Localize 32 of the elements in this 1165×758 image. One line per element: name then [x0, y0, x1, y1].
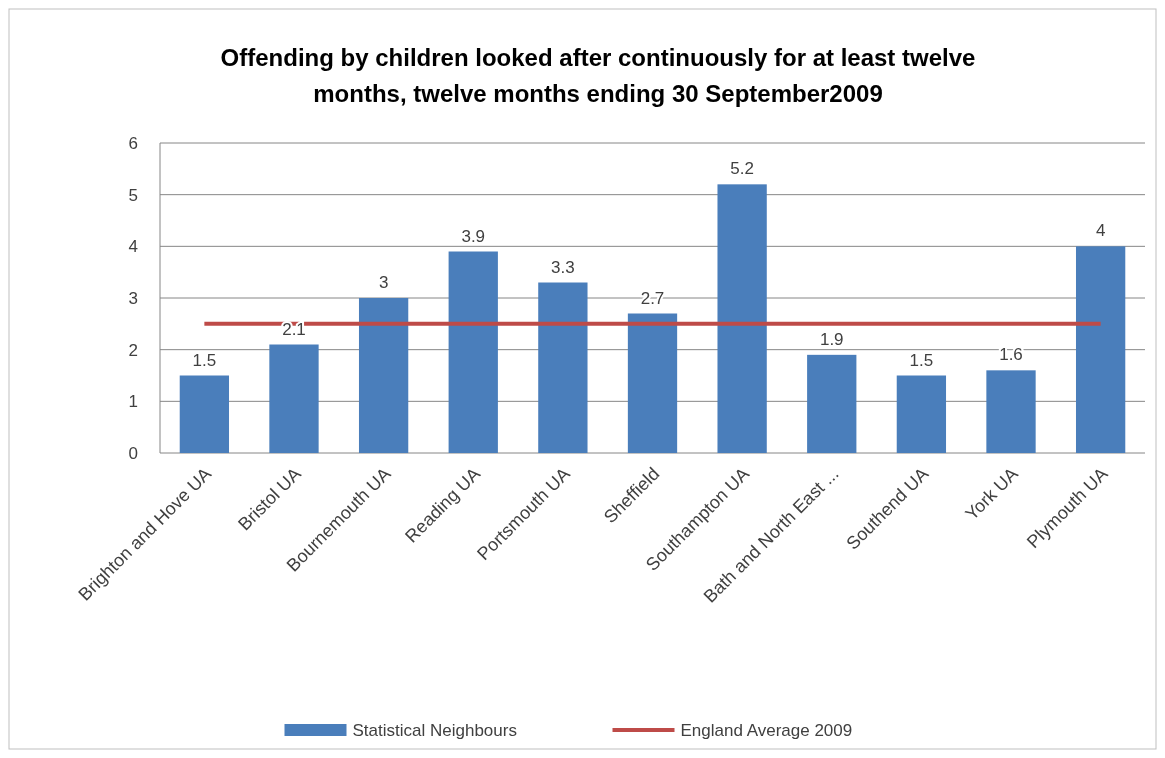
bar — [1075, 246, 1126, 453]
y-tick-label: 4 — [128, 237, 138, 257]
data-label: 5.2 — [730, 159, 754, 179]
chart-title: Offending by children looked after continuously for at least twelve months, twelve months ending 30 September2009 — [220, 44, 976, 107]
bar — [538, 282, 588, 453]
y-tick-label: 0 — [128, 444, 138, 463]
bar — [986, 370, 1036, 453]
data-label: 1.5 — [909, 350, 934, 370]
data-label: 3 — [378, 273, 389, 292]
bar — [179, 375, 230, 453]
bar — [896, 375, 947, 453]
bar — [448, 251, 498, 453]
data-label: 3.3 — [551, 257, 575, 277]
data-label: 2.7 — [640, 288, 665, 308]
bar — [717, 184, 767, 453]
bar — [807, 354, 857, 453]
data-label: 1.6 — [999, 345, 1023, 365]
data-label: 1.5 — [192, 350, 217, 370]
legend-label: Statistical Neighbours — [352, 721, 517, 740]
y-tick-label: 2 — [128, 340, 138, 360]
y-tick-label: 1 — [128, 392, 138, 412]
bar — [358, 298, 409, 453]
x-tick-label: York UA — [961, 463, 1022, 525]
data-label: 3.9 — [461, 226, 486, 246]
bar — [269, 344, 319, 453]
y-tick-label: 6 — [128, 134, 138, 153]
legend-label: England Average 2009 — [680, 721, 853, 740]
y-tick-label: 5 — [128, 185, 138, 205]
data-label: 4 — [1095, 221, 1106, 241]
y-tick-label: 3 — [128, 289, 138, 308]
bar — [627, 313, 678, 453]
data-label: 1.9 — [819, 329, 844, 349]
